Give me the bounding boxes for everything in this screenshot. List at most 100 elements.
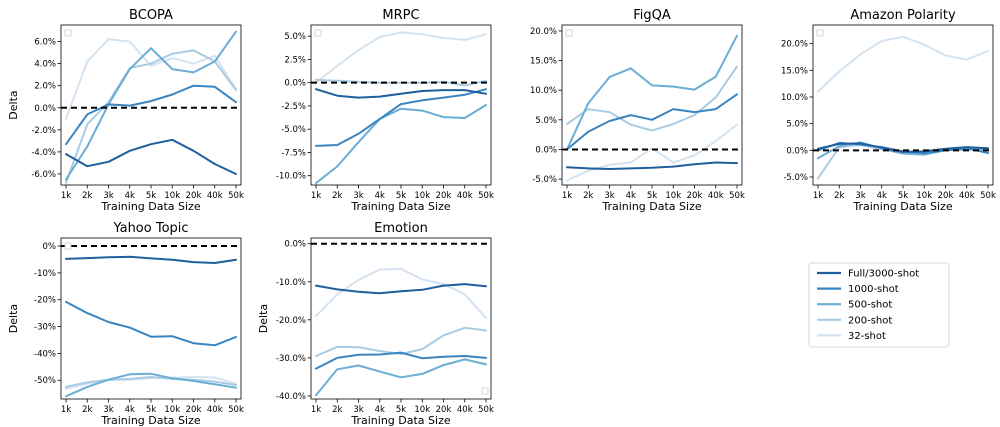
- legend-label: 500-shot: [848, 300, 892, 311]
- series-line-full-3000-shot: [566, 161, 738, 170]
- series-line-full-3000-shot: [315, 88, 487, 99]
- y-tick-label: -2.5%: [281, 102, 306, 112]
- subplot-amazon-polarity: Amazon Polarity -5.0% 0.0% 5.0% 10.0% 15.0% 20…: [781, 8, 996, 213]
- y-tick-label: 10.0%: [781, 93, 808, 103]
- x-tick-label: 1k: [311, 405, 321, 415]
- series-line-200-shot: [566, 65, 738, 132]
- series-line-500-shot: [315, 358, 487, 397]
- y-tick-label: 0.0%: [535, 145, 557, 155]
- y-tick-label: -5.0%: [281, 125, 306, 135]
- x-tick-label: 4k: [375, 191, 385, 201]
- x-tick-label: 2k: [332, 191, 342, 201]
- x-tick-label: 1k: [61, 405, 71, 415]
- y-tick-label: -4.0%: [31, 148, 56, 158]
- y-tick-label: 15.0%: [781, 66, 808, 76]
- series-line-500-shot: [315, 104, 487, 185]
- series-line-full-3000-shot: [65, 255, 237, 264]
- empty-legend-box: [816, 29, 824, 37]
- legend-label: 32-shot: [848, 331, 886, 342]
- y-tick-label: 0%: [43, 242, 57, 252]
- y-tick-label: 5.0%: [786, 120, 808, 130]
- x-tick-label: 4k: [375, 405, 385, 415]
- y-tick-label: 5.0%: [535, 116, 557, 126]
- x-tick-label: 5k: [647, 191, 657, 201]
- plot-frame: [561, 24, 743, 186]
- y-tick-label: 5.0%: [284, 32, 306, 42]
- y-tick-label: 20.0%: [781, 40, 808, 50]
- y-tick-label: -20%: [34, 296, 56, 306]
- y-tick-label: -10.0%: [276, 172, 306, 182]
- x-tick-label: 20k: [436, 191, 452, 201]
- x-tick-label: 20k: [436, 405, 452, 415]
- x-tick-label: 10k: [164, 191, 180, 201]
- x-axis-label: Training Data Size: [601, 200, 701, 213]
- y-tick-label: 4.0%: [34, 60, 56, 70]
- x-tick-label: 10k: [916, 191, 932, 201]
- series-line-200-shot: [65, 376, 237, 388]
- y-tick-label: 0.0%: [34, 104, 56, 114]
- series-line-200-shot: [315, 326, 487, 357]
- x-tick-label: 20k: [186, 191, 202, 201]
- subplot-mrpc: MRPC -10.0% -7.5% -5.0% -2.5% 0.0% 2.5% 5.0% 1k 2…: [276, 8, 494, 213]
- x-tick-label: 1k: [562, 191, 572, 201]
- y-tick-label: -40.0%: [276, 392, 306, 402]
- x-tick-label: 40k: [207, 405, 223, 415]
- chart-title: Amazon Polarity: [850, 8, 956, 23]
- x-tick-label: 5k: [396, 405, 406, 415]
- x-tick-label: 3k: [353, 191, 363, 201]
- y-tick-label: -7.5%: [281, 148, 306, 158]
- x-tick-label: 5k: [396, 191, 406, 201]
- x-axis-label: Training Data Size: [100, 414, 200, 427]
- y-tick-label: 0.0%: [284, 79, 306, 89]
- y-tick-label: 2.5%: [284, 55, 306, 65]
- empty-legend-box: [64, 29, 72, 37]
- x-tick-label: 3k: [103, 191, 113, 201]
- x-tick-label: 3k: [855, 191, 865, 201]
- y-tick-label: -5.0%: [783, 173, 808, 183]
- subplot-bcopa: BCOPA -6.0% -4.0% -2.0% 0.0% 2.0% 4.0% 6.0% 1k 2k…: [7, 8, 244, 213]
- x-tick-label: 10k: [414, 405, 430, 415]
- y-tick-label: -20.0%: [276, 316, 306, 326]
- x-tick-label: 3k: [103, 405, 113, 415]
- x-tick-label: 50k: [729, 191, 745, 201]
- series-line-1000-shot: [315, 351, 487, 370]
- x-tick-label: 50k: [980, 191, 996, 201]
- chart-title: BCOPA: [129, 8, 173, 23]
- y-tick-label: -50%: [34, 376, 56, 386]
- series-line-full-3000-shot: [315, 283, 487, 295]
- x-tick-label: 4k: [626, 191, 636, 201]
- legend-label: Full/3000-shot: [848, 269, 919, 280]
- plot-frame: [812, 24, 994, 186]
- series-line-1000-shot: [566, 93, 738, 151]
- empty-legend-box: [481, 387, 489, 395]
- y-tick-label: 0.0%: [786, 146, 808, 156]
- y-tick-label: 2.0%: [34, 82, 56, 92]
- x-axis-label: Training Data Size: [350, 414, 450, 427]
- series-group: [315, 267, 487, 397]
- series-line-1000-shot: [65, 300, 237, 347]
- series-line-1000-shot: [315, 88, 487, 147]
- y-tick-label: -10%: [34, 269, 56, 279]
- x-tick-label: 1k: [311, 191, 321, 201]
- y-tick-label: -30.0%: [276, 354, 306, 364]
- series-line-500-shot: [65, 372, 237, 398]
- y-axis-label: Delta: [7, 304, 20, 333]
- subplot-figqa: FigQA -5.0% 0.0% 5.0% 10.0% 15.0% 20.0% 1k 2k 3k 4…: [530, 8, 745, 213]
- empty-legend-box: [314, 29, 322, 37]
- series-line-32-shot: [566, 123, 738, 182]
- series-line-500-shot: [65, 30, 237, 181]
- y-tick-label: -40%: [34, 349, 56, 359]
- x-tick-label: 40k: [959, 191, 975, 201]
- y-tick-label: 15.0%: [530, 57, 557, 67]
- empty-legend-box: [64, 242, 72, 250]
- y-axis-label: Delta: [7, 90, 20, 119]
- series-group: [65, 30, 237, 184]
- x-tick-label: 20k: [938, 191, 954, 201]
- x-axis-label: Training Data Size: [350, 200, 450, 213]
- legend-frame: [808, 262, 950, 348]
- series-line-32-shot: [817, 35, 989, 93]
- series-group: [817, 35, 989, 180]
- x-tick-label: 10k: [414, 191, 430, 201]
- legend-label: 1000-shot: [848, 284, 899, 295]
